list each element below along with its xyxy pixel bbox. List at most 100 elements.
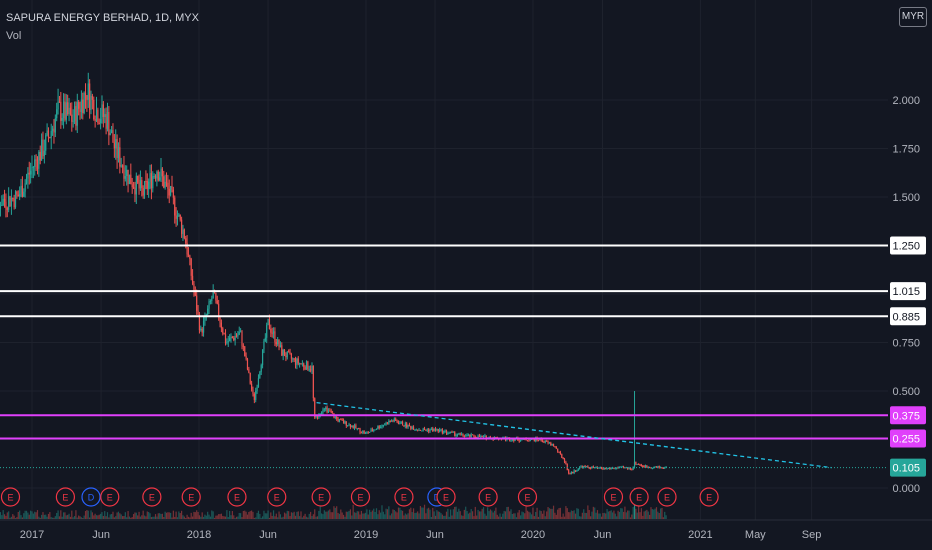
earnings-event-marker[interactable] [100, 487, 120, 507]
volume-bar [289, 516, 291, 519]
volume-bar [281, 517, 283, 519]
volume-bar [403, 515, 405, 519]
candle-body [83, 92, 85, 114]
volume-bar [216, 515, 218, 519]
earnings-event-marker[interactable] [699, 487, 719, 507]
candle-body [296, 358, 298, 365]
earnings-event-marker[interactable] [311, 487, 331, 507]
candle-body [27, 172, 29, 179]
earnings-event-marker[interactable] [478, 487, 498, 507]
candle-body [1, 205, 3, 207]
dividend-event-marker[interactable] [81, 487, 101, 507]
earnings-event-marker[interactable] [629, 487, 649, 507]
price-level-badge[interactable] [890, 236, 926, 255]
last-price-badge[interactable] [890, 458, 926, 477]
volume-bar [594, 507, 596, 519]
earnings-event-marker[interactable] [227, 487, 247, 507]
volume-bar [551, 508, 553, 519]
candle-body [163, 176, 165, 188]
earnings-event-marker[interactable] [350, 487, 371, 507]
candle-body [447, 433, 449, 435]
volume-bar [176, 517, 179, 519]
candle-body [377, 426, 379, 429]
earnings-event-marker[interactable] [436, 487, 456, 507]
candle-body [95, 109, 98, 121]
volume-bar [598, 513, 600, 519]
volume-bar [632, 507, 634, 519]
candle-body [42, 139, 44, 157]
volume-bar [360, 510, 362, 519]
time-scale[interactable] [0, 520, 932, 550]
candle-body [20, 185, 22, 195]
candle-body [200, 328, 202, 331]
currency-button[interactable]: MYR [899, 7, 927, 27]
volume-bar [342, 514, 345, 519]
volume-bar [191, 516, 194, 519]
earnings-event-marker[interactable] [0, 487, 21, 507]
volume-bar [224, 516, 227, 519]
volume-bar [244, 510, 246, 519]
volume-bar [235, 516, 238, 519]
candle-body [353, 425, 356, 429]
volume-bar [444, 515, 446, 519]
volume-bar [90, 510, 92, 519]
volume-bar [212, 511, 214, 519]
earnings-event-marker[interactable] [267, 487, 287, 507]
volume-bar [355, 512, 357, 519]
trendline-dashed[interactable] [316, 401, 832, 469]
volume-bar [658, 513, 660, 519]
candle-body [440, 429, 442, 431]
price-level-badge-label: 0.375 [892, 410, 920, 422]
x-axis-tick-label: Jun [594, 529, 612, 541]
price-level-badge-label: 0.885 [892, 311, 920, 323]
volume-bar [455, 506, 457, 519]
volume-bar [375, 508, 378, 519]
volume-bar [419, 505, 422, 519]
earnings-event-marker[interactable] [142, 487, 162, 507]
candle-body [563, 459, 566, 462]
candle-body [480, 435, 482, 437]
candle-body [12, 198, 14, 200]
candle-body [227, 341, 229, 343]
candle-body [664, 467, 666, 469]
candle-body [448, 432, 450, 434]
candle-body [45, 135, 47, 151]
candle-body [127, 169, 129, 184]
earnings-event-marker[interactable] [394, 487, 414, 507]
volume-indicator-label[interactable]: Vol [6, 30, 22, 42]
earnings-event-marker[interactable] [517, 487, 538, 507]
candle-body [175, 215, 177, 219]
volume-bar [418, 513, 420, 519]
volume-bar [471, 511, 474, 519]
earnings-event-marker[interactable] [181, 487, 201, 507]
volume-bar [488, 511, 490, 519]
volume-bar [252, 511, 254, 519]
volume-bar [550, 508, 552, 519]
volume-bar [330, 512, 332, 519]
price-level-badge-label: 0.255 [892, 434, 920, 446]
price-level-badge[interactable] [890, 429, 926, 448]
volume-bar [525, 505, 527, 519]
volume-bar [304, 513, 306, 519]
candle-body [565, 461, 567, 465]
candle-body [337, 418, 339, 422]
candle-body [513, 439, 515, 441]
volume-bar [230, 515, 232, 519]
volume-bar [336, 506, 338, 519]
price-level-badge[interactable] [890, 307, 926, 326]
earnings-event-marker[interactable] [657, 487, 677, 507]
volume-bar [123, 516, 125, 519]
volume-bar [153, 516, 155, 519]
candle-body [429, 429, 431, 432]
price-level-badge[interactable] [890, 282, 926, 301]
price-level-badge[interactable] [890, 406, 926, 425]
volume-bar [363, 513, 365, 519]
volume-bar [102, 515, 104, 519]
earnings-event-marker[interactable] [603, 487, 624, 507]
volume-bar [603, 512, 605, 519]
candle-body [87, 83, 89, 100]
earnings-event-marker[interactable] [55, 487, 75, 507]
volume-bar [665, 515, 667, 519]
